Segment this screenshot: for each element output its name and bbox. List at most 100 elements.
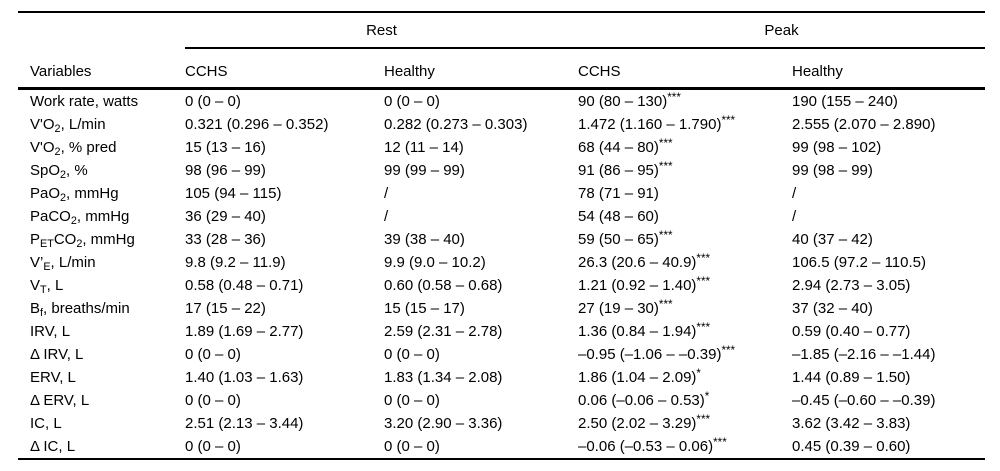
table-row: V’E, L/min 9.8 (9.2 – 11.9) 9.9 (9.0 – 10.…: [18, 251, 985, 274]
significance-marker: ***: [658, 297, 673, 311]
value-cell: 0.282 (0.273 – 0.303): [384, 116, 528, 133]
significance-marker: ***: [696, 274, 711, 288]
significance-marker: ***: [696, 320, 711, 334]
variable-label: PaO2, mmHg: [30, 185, 119, 205]
significance-marker: ***: [721, 113, 736, 127]
value-cell: 99 (98 – 102): [792, 139, 882, 156]
table-row: V'O2, % pred 15 (13 – 16) 12 (11 – 14) 68 (…: [18, 136, 985, 159]
table-row: Δ ERV, L 0 (0 – 0) 0 (0 – 0) 0.06 (–0.06 – …: [18, 389, 985, 412]
value-cell: 1.472 (1.160 – 1.790)***: [578, 113, 736, 133]
value-cell: –0.95 (–1.06 – –0.39)***: [578, 343, 736, 363]
table-row: IC, L 2.51 (2.13 – 3.44) 3.20 (2.90 – 3.36…: [18, 412, 985, 435]
table-row: Bf, breaths/min 17 (15 – 22) 15 (15 – 17) 2…: [18, 297, 985, 320]
value-cell: 40 (37 – 42): [792, 231, 873, 248]
value-cell: 105 (94 – 115): [185, 185, 282, 202]
value-cell: 1.89 (1.69 – 2.77): [185, 323, 304, 340]
variable-label: Bf, breaths/min: [30, 300, 130, 320]
variable-label: V'O2, L/min: [30, 116, 106, 136]
column-header-peak-healthy: Healthy: [792, 48, 986, 90]
table-row: ERV, L 1.40 (1.03 – 1.63) 1.83 (1.34 – 2.0…: [18, 366, 985, 389]
value-cell: 33 (28 – 36): [185, 231, 266, 248]
value-cell: 1.83 (1.34 – 2.08): [384, 369, 503, 386]
variable-label: Work rate, watts: [30, 93, 139, 110]
value-cell: 0.45 (0.39 – 0.60): [792, 438, 911, 455]
value-cell: 0 (0 – 0): [384, 346, 440, 363]
value-cell: 1.36 (0.84 – 1.94)***: [578, 320, 711, 340]
table-row: V'O2, L/min 0.321 (0.296 – 0.352) 0.282 (0…: [18, 113, 985, 136]
value-cell: 99 (98 – 99): [792, 162, 873, 179]
value-cell: 106.5 (97.2 – 110.5): [792, 254, 926, 271]
table-row: Δ IC, L 0 (0 – 0) 0 (0 – 0) –0.06 (–0.53 – …: [18, 435, 985, 459]
significance-marker: *: [696, 366, 701, 380]
value-cell: 0 (0 – 0): [185, 392, 241, 409]
value-cell: 90 (80 – 130)***: [578, 90, 681, 110]
significance-marker: *: [704, 389, 710, 403]
variable-label: IC, L: [30, 415, 62, 432]
value-cell: 1.44 (0.89 – 1.50): [792, 369, 911, 386]
value-cell: 9.8 (9.2 – 11.9): [185, 254, 286, 271]
value-cell: 26.3 (20.6 – 40.9)***: [578, 251, 711, 271]
value-cell: 1.40 (1.03 – 1.63): [185, 369, 304, 386]
value-cell: 36 (29 – 40): [185, 208, 266, 225]
value-cell: 0 (0 – 0): [384, 93, 440, 110]
variable-label: IRV, L: [30, 323, 71, 340]
value-cell: 0.59 (0.40 – 0.77): [792, 323, 911, 340]
value-cell: –1.85 (–2.16 – –1.44): [792, 346, 936, 363]
group-header-row: Rest Peak: [18, 12, 986, 49]
value-cell: 59 (50 – 65)***: [578, 228, 673, 248]
value-cell: 1.21 (0.92 – 1.40)***: [578, 274, 711, 294]
value-cell: –0.06 (–0.53 – 0.06)***: [578, 435, 727, 455]
significance-marker: ***: [658, 228, 673, 242]
value-cell: 2.51 (2.13 – 3.44): [185, 415, 304, 432]
significance-marker: ***: [696, 412, 711, 426]
column-header-rest-cchs: CCHS: [185, 48, 384, 90]
value-cell: 0 (0 – 0): [185, 346, 241, 363]
group-header-rest: Rest: [185, 12, 578, 49]
value-cell: 27 (19 – 30)***: [578, 297, 673, 317]
significance-marker: ***: [658, 159, 673, 173]
value-cell: 3.62 (3.42 – 3.83): [792, 415, 911, 432]
value-cell: 68 (44 – 80)***: [578, 136, 673, 156]
group-header-spacer: [18, 12, 185, 48]
column-header-rest-healthy: Healthy: [384, 48, 578, 90]
variable-label: VT, L: [30, 277, 64, 297]
variable-label: Δ ERV, L: [30, 392, 90, 409]
table-body: Work rate, watts 0 (0 – 0) 0 (0 – 0) 90 (80…: [18, 89, 985, 460]
variable-label: ERV, L: [30, 369, 76, 386]
column-header-peak-cchs: CCHS: [578, 48, 792, 90]
table-row: Δ IRV, L 0 (0 – 0) 0 (0 – 0) –0.95 (–1.06 –…: [18, 343, 985, 366]
value-cell: 0 (0 – 0): [384, 392, 440, 409]
value-cell: –0.45 (–0.60 – –0.39): [792, 392, 936, 409]
value-cell: 37 (32 – 40): [792, 300, 873, 317]
value-cell: 0 (0 – 0): [185, 438, 241, 455]
table-row: SpO2, % 98 (96 – 99) 99 (99 – 99) 91 (86 – …: [18, 159, 985, 182]
value-cell: 12 (11 – 14): [384, 139, 464, 156]
variable-label: V'O2, % pred: [30, 139, 117, 159]
value-cell: 0.60 (0.58 – 0.68): [384, 277, 503, 294]
value-cell: 15 (13 – 16): [185, 139, 266, 156]
value-cell: /: [384, 208, 389, 225]
value-cell: /: [792, 185, 797, 202]
significance-marker: ***: [721, 343, 736, 357]
table-row: PETCO2, mmHg 33 (28 – 36) 39 (38 – 40) 59 (…: [18, 228, 985, 251]
table-row: Work rate, watts 0 (0 – 0) 0 (0 – 0) 90 (80…: [18, 89, 985, 114]
significance-marker: ***: [713, 435, 727, 449]
variable-label: Δ IC, L: [30, 438, 76, 455]
group-header-peak: Peak: [578, 12, 986, 49]
column-header-row: Variables CCHS Healthy CCHS Healthy: [18, 48, 986, 90]
value-cell: 78 (71 – 91): [578, 185, 659, 202]
significance-marker: ***: [667, 90, 681, 104]
column-header-variables: Variables: [18, 48, 185, 90]
value-cell: 17 (15 – 22): [185, 300, 266, 317]
results-table: Rest Peak Variables CCHS Healthy CCHS He…: [18, 11, 986, 460]
variable-label: Δ IRV, L: [30, 346, 84, 363]
value-cell: 1.86 (1.04 – 2.09)*: [578, 366, 701, 386]
value-cell: 99 (99 – 99): [384, 162, 465, 179]
value-cell: 190 (155 – 240): [792, 93, 898, 110]
value-cell: 0 (0 – 0): [384, 438, 440, 455]
value-cell: 3.20 (2.90 – 3.36): [384, 415, 503, 432]
value-cell: 0.321 (0.296 – 0.352): [185, 116, 329, 133]
table-row: PaCO2, mmHg 36 (29 – 40) / 54 (48 – 60) /: [18, 205, 985, 228]
variable-label: PETCO2, mmHg: [30, 231, 135, 251]
